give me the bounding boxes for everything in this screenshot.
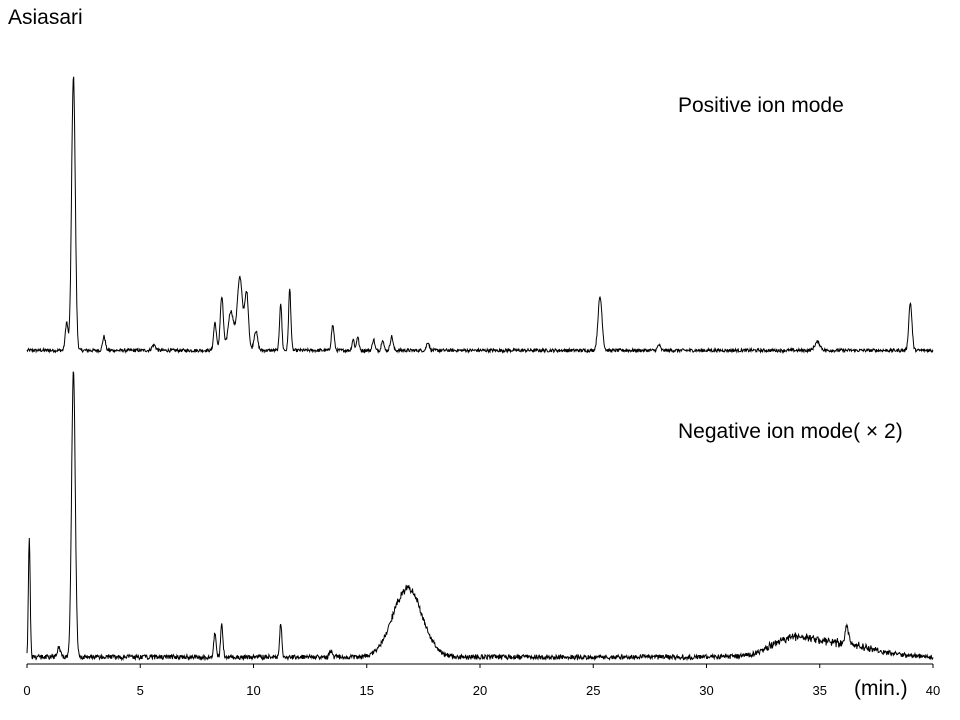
x-tick-label: 10 [246,683,260,698]
x-axis: 0 5 10 15 20 25 30 35 40 [23,663,940,698]
series-line-1 [26,371,934,662]
x-tick-label: 30 [699,683,713,698]
x-axis-unit-label: (min.) [852,677,910,701]
series-label-negative: Negative ion mode( × 2) [678,420,903,443]
chart-title: Asiasari [8,6,83,29]
x-tick-label: 15 [360,683,374,698]
series-line-0 [26,76,934,355]
x-tick-label: 35 [813,683,827,698]
x-tick-label: 5 [137,683,144,698]
x-tick-label: 25 [586,683,600,698]
x-tick-label: 40 [926,683,940,698]
series-label-positive: Positive ion mode [678,94,844,117]
x-tick-label: 20 [473,683,487,698]
traces-group [26,76,934,662]
x-tick-label: 0 [23,683,30,698]
